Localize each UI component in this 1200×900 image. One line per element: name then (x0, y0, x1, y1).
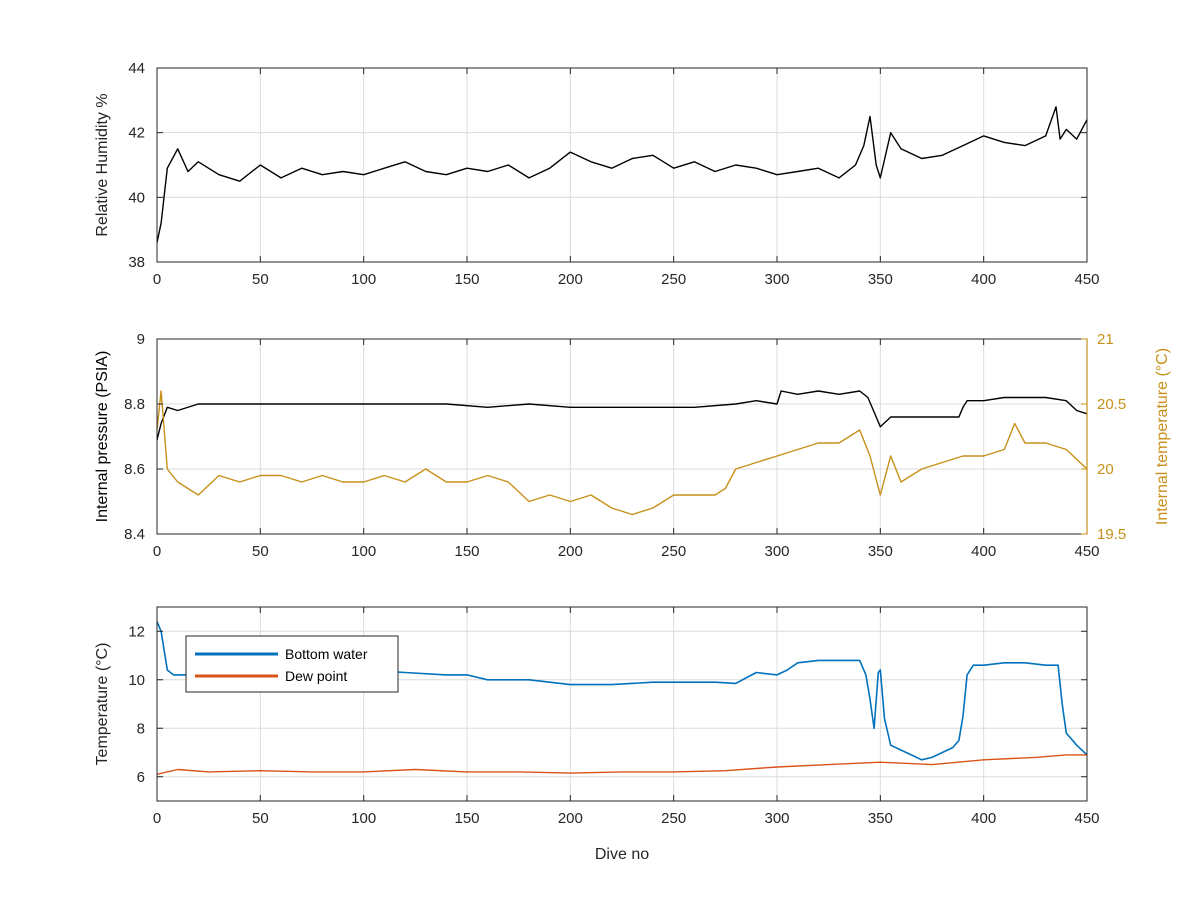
x-tick-label: 50 (252, 271, 269, 288)
y-tick-label: 40 (128, 189, 145, 206)
legend-entry: Dew point (285, 668, 347, 684)
y-tick-label: 8.8 (124, 396, 145, 413)
y2-tick-label: 20 (1097, 461, 1114, 478)
x-tick-label: 400 (971, 271, 996, 288)
x-tick-label: 100 (351, 810, 376, 827)
x-tick-label: 450 (1074, 543, 1099, 560)
chart-panel-2: 0 50 100 150 200 250 300 350 400 450 8.4 8.6 8.8 9 19.… (94, 331, 1171, 560)
x-tick-label: 150 (454, 810, 479, 827)
chart-panel-1: 0 50 100 150 200 250 300 350 400 450 38 40 42 44 Relat… (94, 60, 1100, 288)
x-tick-label: 100 (351, 543, 376, 560)
x-tick-label: 350 (868, 271, 893, 288)
y-tick-label: 38 (128, 254, 145, 271)
y-tick-label: 8.6 (124, 461, 145, 478)
x-tick-label: 150 (454, 543, 479, 560)
series-line-2-2 (156, 390, 1088, 516)
y-axis-label: Temperature (°C) (94, 643, 111, 766)
series-line-2-1 (156, 390, 1088, 440)
plot-area (157, 68, 1087, 262)
x-tick-label: 450 (1074, 271, 1099, 288)
series-line-dew-point (156, 754, 1087, 775)
y2-tick-label: 19.5 (1097, 526, 1126, 543)
y-axis-label: Relative Humidity % (94, 93, 111, 236)
series-line-1-1 (156, 106, 1088, 243)
y-axis-label: Internal pressure (PSIA) (94, 351, 111, 523)
x-tick-label: 350 (868, 543, 893, 560)
x-tick-label: 50 (252, 810, 269, 827)
x-tick-label: 300 (764, 543, 789, 560)
x-axis-label: Dive no (595, 846, 649, 863)
y-tick-label: 10 (128, 672, 145, 689)
x-tick-label: 0 (153, 543, 161, 560)
y2-tick-label: 20.5 (1097, 396, 1126, 413)
x-tick-label: 200 (558, 810, 583, 827)
x-tick-label: 300 (764, 810, 789, 827)
legend-box (185, 635, 399, 693)
x-tick-label: 400 (971, 810, 996, 827)
x-tick-label: 250 (661, 271, 686, 288)
x-tick-label: 300 (764, 271, 789, 288)
legend: Bottom water Dew point (185, 635, 399, 693)
y-tick-label: 12 (128, 623, 145, 640)
y-tick-label: 42 (128, 125, 145, 142)
chart-panel-3: 0 50 100 150 200 250 300 350 400 450 6 8 10 12 Tempera… (94, 606, 1100, 863)
y-tick-label: 44 (128, 60, 145, 77)
x-tick-label: 50 (252, 543, 269, 560)
axes-frame (156, 67, 1088, 263)
x-tick-label: 250 (661, 810, 686, 827)
x-tick-label: 450 (1074, 810, 1099, 827)
x-tick-label: 0 (153, 810, 161, 827)
x-tick-label: 250 (661, 543, 686, 560)
y-tick-label: 8 (137, 720, 145, 737)
legend-entry: Bottom water (285, 646, 368, 662)
x-tick-label: 350 (868, 810, 893, 827)
x-tick-label: 150 (454, 271, 479, 288)
y2-axis-label: Internal temperature (°C) (1154, 348, 1171, 525)
y2-tick-label: 21 (1097, 331, 1114, 348)
y-tick-label: 9 (137, 331, 145, 348)
plot-area (157, 339, 1087, 534)
y-tick-label: 6 (137, 769, 145, 786)
x-tick-label: 100 (351, 271, 376, 288)
y-tick-label: 8.4 (124, 526, 145, 543)
x-tick-label: 200 (558, 271, 583, 288)
axes-frame (156, 606, 1088, 802)
x-tick-label: 0 (153, 271, 161, 288)
x-tick-label: 200 (558, 543, 583, 560)
x-tick-label: 400 (971, 543, 996, 560)
